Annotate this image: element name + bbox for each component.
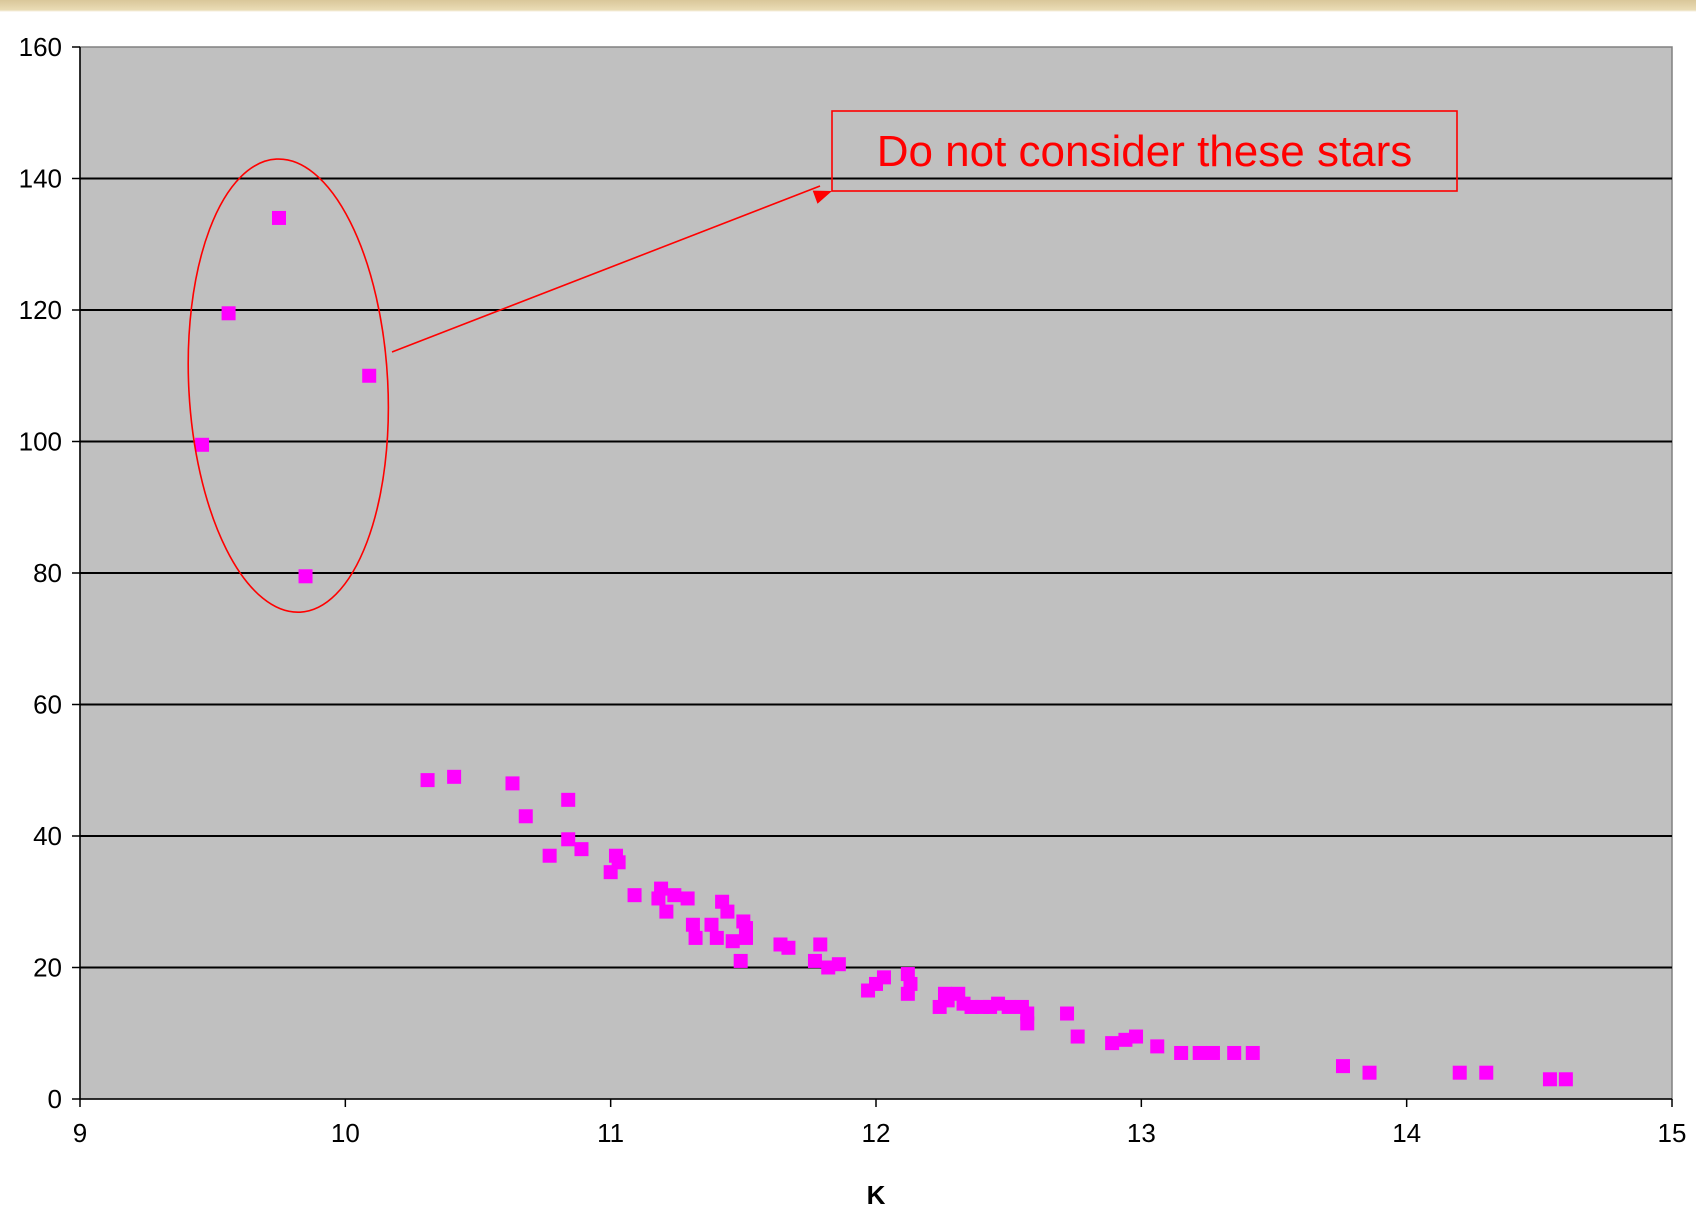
data-point [991,996,1006,1011]
data-point [1335,1059,1350,1074]
data-points [195,210,1573,1087]
data-point [813,937,828,952]
x-tick-label: 15 [1658,1118,1687,1148]
data-point [1558,1072,1573,1087]
data-point [1542,1072,1557,1087]
data-point [738,930,753,945]
y-tick-label: 160 [19,32,62,62]
y-tick-label: 100 [19,427,62,457]
data-point [574,842,589,857]
data-point [1205,1045,1220,1060]
data-point [1129,1029,1144,1044]
x-axis-title: K [867,1180,886,1210]
data-point [561,792,576,807]
x-tick-label: 13 [1127,1118,1156,1148]
data-point [1020,1016,1035,1031]
annotation-text: Do not consider these stars [877,127,1413,176]
data-point [362,368,377,383]
y-tick-label: 120 [19,295,62,325]
data-point [688,930,703,945]
y-tick-label: 40 [33,821,62,851]
data-point [1452,1065,1467,1080]
data-point [720,904,735,919]
data-point [831,957,846,972]
x-tick-label: 9 [73,1118,87,1148]
data-point [298,569,313,584]
data-point [964,999,979,1014]
axes [72,46,1673,1107]
data-point [505,776,520,791]
data-point [1070,1029,1085,1044]
annotation-box [831,110,1458,192]
data-point [651,891,666,906]
data-point [1150,1039,1165,1054]
data-point [704,917,719,932]
data-point [1362,1065,1377,1080]
data-point [221,306,236,321]
data-point [1118,1032,1133,1047]
annotation: Do not consider these stars [187,110,1458,613]
data-point [807,953,822,968]
data-point [1227,1045,1242,1060]
data-point [1105,1036,1120,1051]
data-point [1245,1045,1260,1060]
data-point [627,888,642,903]
data-point [420,773,435,788]
data-point [272,210,286,225]
y-tick-label: 20 [33,953,62,983]
x-tick-label: 12 [862,1118,891,1148]
data-point [733,953,748,968]
data-point [940,993,955,1008]
data-point [781,940,796,955]
data-point [680,891,695,906]
data-point [821,960,836,975]
data-point [603,865,618,880]
data-point [903,976,918,991]
tick-labels: 0 20 40 60 80 100 120 140 160 9 10 11 12 13 14 15 [19,32,1687,1148]
y-tick-label: 60 [33,690,62,720]
x-tick-label: 10 [331,1118,360,1148]
grid-lines [80,177,1672,969]
data-point [659,904,674,919]
data-point [518,809,533,824]
data-point [542,848,557,863]
data-point [195,437,210,452]
y-tick-label: 0 [48,1084,62,1114]
data-point [725,934,740,949]
data-point [709,930,724,945]
outlier-ellipse [187,158,390,613]
data-point [1174,1045,1189,1060]
data-point [1192,1045,1207,1060]
y-tick-label: 140 [19,164,62,194]
data-point [1001,999,1016,1014]
data-point [1060,1006,1075,1021]
y-tick-label: 80 [33,558,62,588]
data-point [1479,1065,1494,1080]
data-point [685,917,700,932]
annotation-arrow [391,185,821,353]
data-point [561,832,576,847]
data-point [876,970,891,985]
x-tick-label: 14 [1392,1118,1421,1148]
x-tick-label: 11 [597,1118,624,1148]
data-point [447,769,462,784]
arrow-head [812,190,832,204]
data-point [667,888,682,903]
